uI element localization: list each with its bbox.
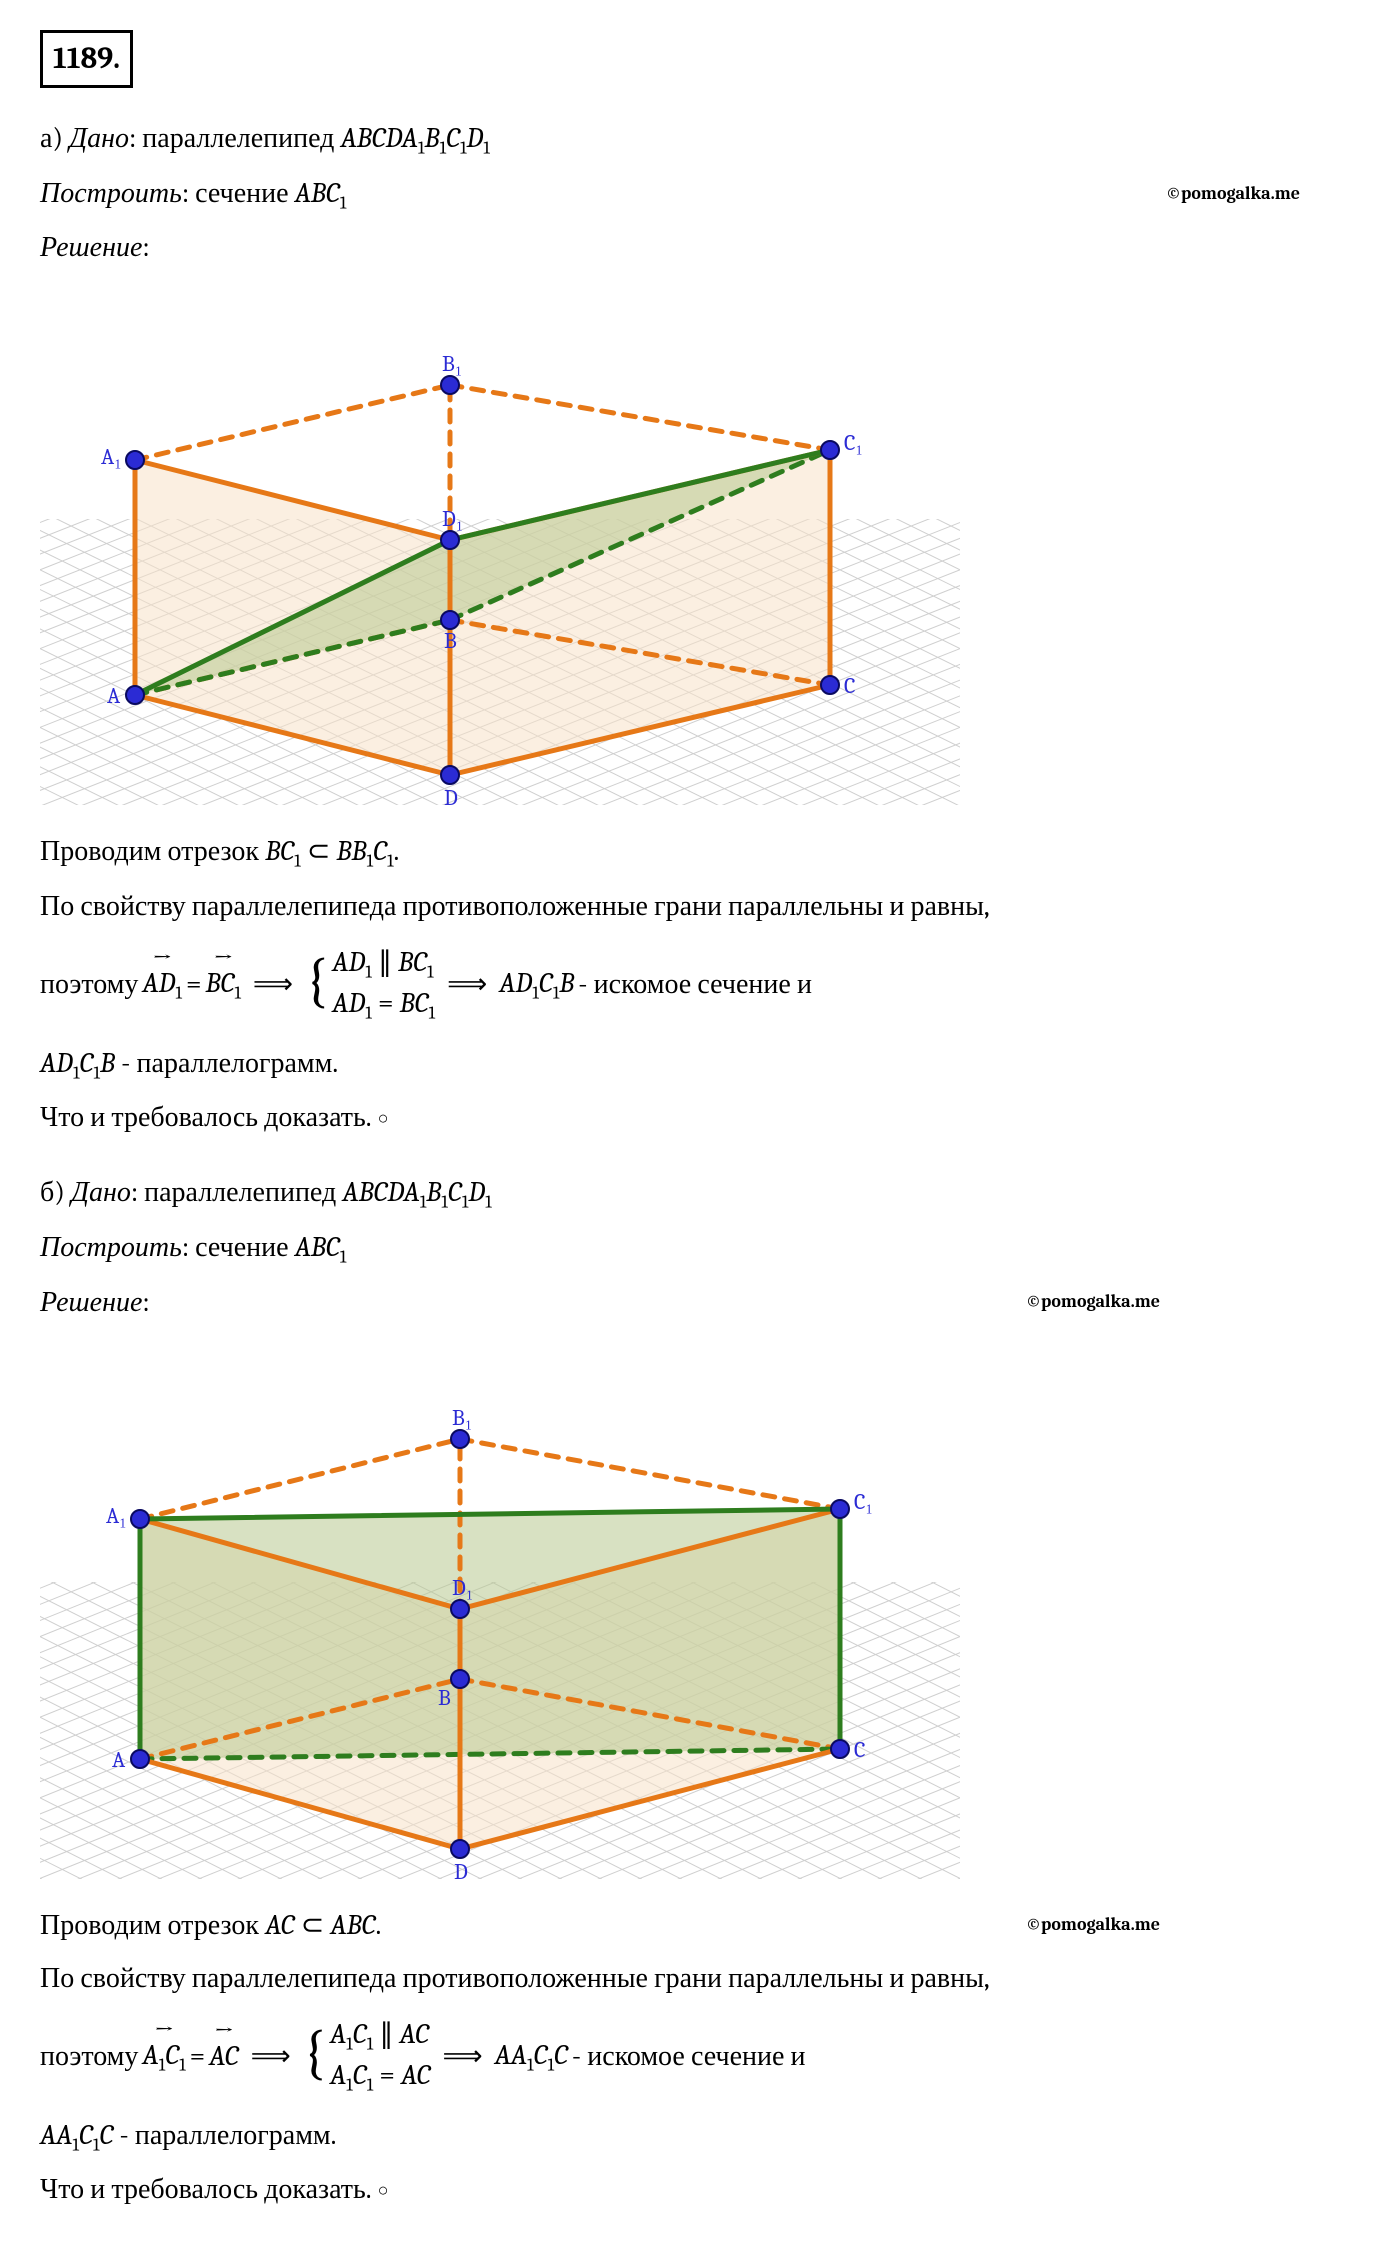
subset: ⊂ [301, 835, 337, 867]
vector: BC1 [205, 961, 240, 1008]
formula: AD1C1B [499, 961, 574, 1008]
formula: ABC [330, 1909, 375, 1941]
brace-icon: { [303, 2005, 326, 2101]
formula: AD1C1B [40, 1047, 115, 1079]
qed: Что и требовалось доказать. [40, 2173, 372, 2205]
svg-text:A₁: A₁ [106, 1503, 127, 1529]
svg-text:A: A [107, 683, 121, 709]
vector: A1C1 [142, 2033, 185, 2080]
given-text: : параллелепипед [129, 122, 341, 154]
tombstone-icon: ○ [378, 1105, 389, 1134]
svg-text:C: C [844, 673, 855, 699]
given-label: Дано [69, 122, 129, 154]
given-formula: ABCDA1B1C1D1 [341, 122, 490, 154]
solution-label: Решение [40, 231, 142, 263]
svg-text:D: D [444, 785, 458, 805]
given-text: : параллелепипед [131, 1176, 343, 1208]
text: Проводим отрезок [40, 1909, 265, 1941]
svg-text:B: B [438, 1685, 451, 1711]
brace-icon: { [305, 933, 328, 1029]
part-b: б) Дано: параллелепипед ABCDA1B1C1D1 Пос… [40, 1170, 1360, 2212]
formula: AA1C1C [495, 2033, 568, 2080]
formula: AA1C1C [40, 2119, 113, 2151]
implies-icon: ⟹ [251, 2034, 291, 2079]
eq: = [186, 962, 202, 1007]
subset: ⊂ [295, 1909, 331, 1941]
construct-text: : сечение [182, 1231, 295, 1263]
text: - параллелограмм. [113, 2119, 336, 2151]
implies-icon: ⟹ [442, 2034, 482, 2079]
text: поэтому [40, 962, 138, 1007]
brace-content: AD1 ∥ BC1 AD1 = BC1 [332, 944, 435, 1025]
formula: AC [265, 1909, 294, 1941]
svg-text:C₁: C₁ [844, 430, 863, 456]
implies-icon: ⟹ [253, 962, 293, 1007]
tombstone-icon: ○ [378, 2177, 389, 2206]
construct-text: : сечение [182, 177, 295, 209]
construct-label: Построить [40, 1231, 182, 1263]
svg-text:D₁: D₁ [452, 1575, 473, 1601]
construct-formula: ABC1 [295, 177, 347, 209]
given-formula: ABCDA1B1C1D1 [342, 1176, 491, 1208]
watermark: ©pomogalka.me [1026, 1911, 1360, 1940]
eq: = [190, 2034, 206, 2079]
formula: BB1C1 [336, 835, 393, 867]
part-a: а) Дано: параллелепипед ABCDA1B1C1D1 Пос… [40, 116, 1360, 1140]
svg-text:D: D [454, 1859, 468, 1879]
svg-text:C₁: C₁ [854, 1489, 873, 1515]
vector: AC [209, 2034, 238, 2079]
problem-number: 1189. [40, 30, 133, 88]
part-b-letter: б) [40, 1176, 65, 1208]
part-a-letter: а) [40, 122, 63, 154]
svg-text:D₁: D₁ [442, 506, 463, 532]
svg-text:B₁: B₁ [442, 351, 462, 377]
diagram-b: A D C B A₁ D₁ C₁ B₁ [40, 1339, 1360, 1893]
text: - искомое сечение и [572, 2034, 806, 2079]
text: . [394, 835, 400, 867]
formula: BC1 [265, 835, 300, 867]
text: - параллелограмм. [115, 1047, 338, 1079]
vector: AD1 [142, 961, 182, 1008]
solution-label: Решение [40, 1286, 142, 1318]
svg-text:C: C [854, 1737, 865, 1763]
svg-text:B₁: B₁ [452, 1405, 472, 1431]
diagram-a: A D C B A₁ D₁ C₁ B₁ [40, 285, 1360, 819]
construct-label: Построить [40, 177, 182, 209]
svg-text:A₁: A₁ [101, 444, 122, 470]
text: поэтому [40, 2034, 138, 2079]
svg-text:B: B [444, 628, 457, 654]
implies-icon: ⟹ [447, 962, 487, 1007]
text: . [375, 1909, 381, 1941]
qed: Что и требовалось доказать. [40, 1101, 372, 1133]
construct-formula: ABC1 [295, 1231, 347, 1263]
text: По свойству параллелепипеда противополож… [40, 1956, 1360, 2001]
given-label: Дано [71, 1176, 131, 1208]
brace-content: A1C1 ∥ AC A1C1 = AC [330, 2016, 431, 2097]
watermark: ©pomogalka.me [1166, 180, 1360, 209]
text: По свойству параллелепипеда противополож… [40, 884, 1360, 929]
svg-text:A: A [112, 1747, 126, 1773]
text: - искомое сечение и [578, 962, 812, 1007]
text: Проводим отрезок [40, 835, 265, 867]
watermark: ©pomogalka.me [1026, 1288, 1360, 1317]
